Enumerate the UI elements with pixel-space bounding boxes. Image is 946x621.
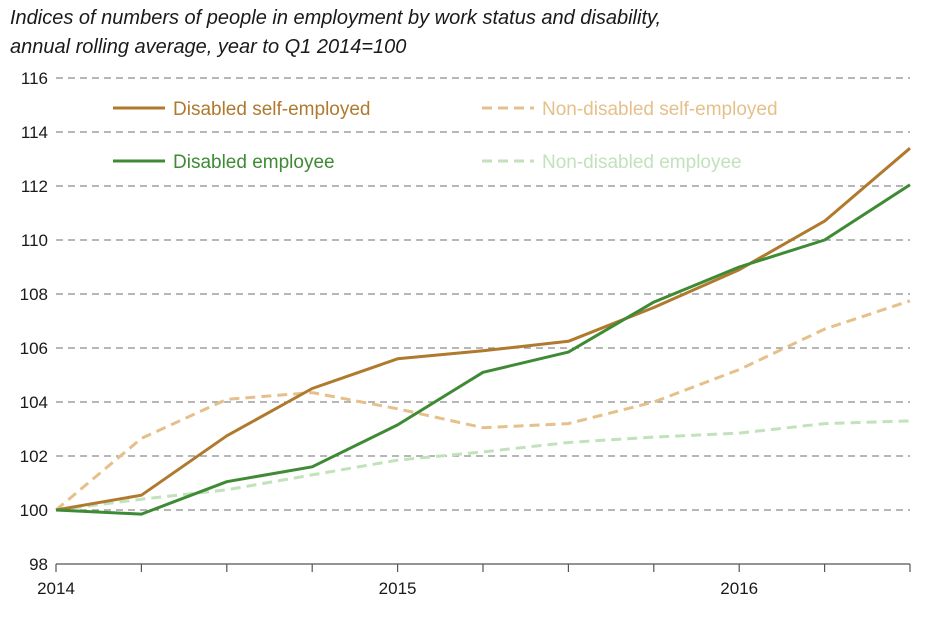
axes: 98 100 102 104 106 108 110 112 114 116 2014 2015 201… bbox=[20, 69, 911, 598]
y-tick-label-106: 106 bbox=[20, 339, 48, 358]
chart-title-line-1: Indices of numbers of people in employme… bbox=[10, 7, 662, 29]
series-lines bbox=[55, 147, 911, 516]
chart-title-line-2: annual rolling average, year to Q1 2014=… bbox=[10, 36, 407, 58]
legend-label-disabled-self-employed: Disabled self-employed bbox=[173, 99, 371, 120]
legend-label-non-disabled-employee: Non-disabled employee bbox=[542, 152, 742, 173]
series-line-disabled-employee bbox=[55, 183, 911, 516]
y-tick-label-98: 98 bbox=[29, 555, 48, 574]
y-tick-label-110: 110 bbox=[21, 231, 48, 250]
chart-title: Indices of numbers of people in employme… bbox=[10, 4, 661, 62]
grid-lines bbox=[56, 77, 910, 511]
x-tick-label-2015: 2015 bbox=[379, 579, 417, 598]
y-tick-label-102: 102 bbox=[20, 447, 48, 466]
series-line-disabled-self-employed bbox=[55, 147, 911, 512]
x-tick-label-2016: 2016 bbox=[720, 579, 758, 598]
y-tick-label-116: 116 bbox=[21, 69, 48, 88]
series-line-non-disabled-self-employed bbox=[55, 299, 911, 512]
y-tick-label-100: 100 bbox=[20, 501, 48, 520]
y-tick-label-114: 114 bbox=[21, 123, 48, 142]
legend: Disabled self-employed Non-disabled self-… bbox=[113, 99, 778, 173]
y-tick-label-104: 104 bbox=[20, 393, 48, 412]
y-tick-label-108: 108 bbox=[20, 285, 48, 304]
y-tick-label-112: 112 bbox=[21, 177, 48, 196]
legend-label-disabled-employee: Disabled employee bbox=[173, 152, 335, 173]
x-tick-label-2014: 2014 bbox=[37, 579, 75, 598]
legend-label-non-disabled-self-employed: Non-disabled self-employed bbox=[542, 99, 778, 120]
